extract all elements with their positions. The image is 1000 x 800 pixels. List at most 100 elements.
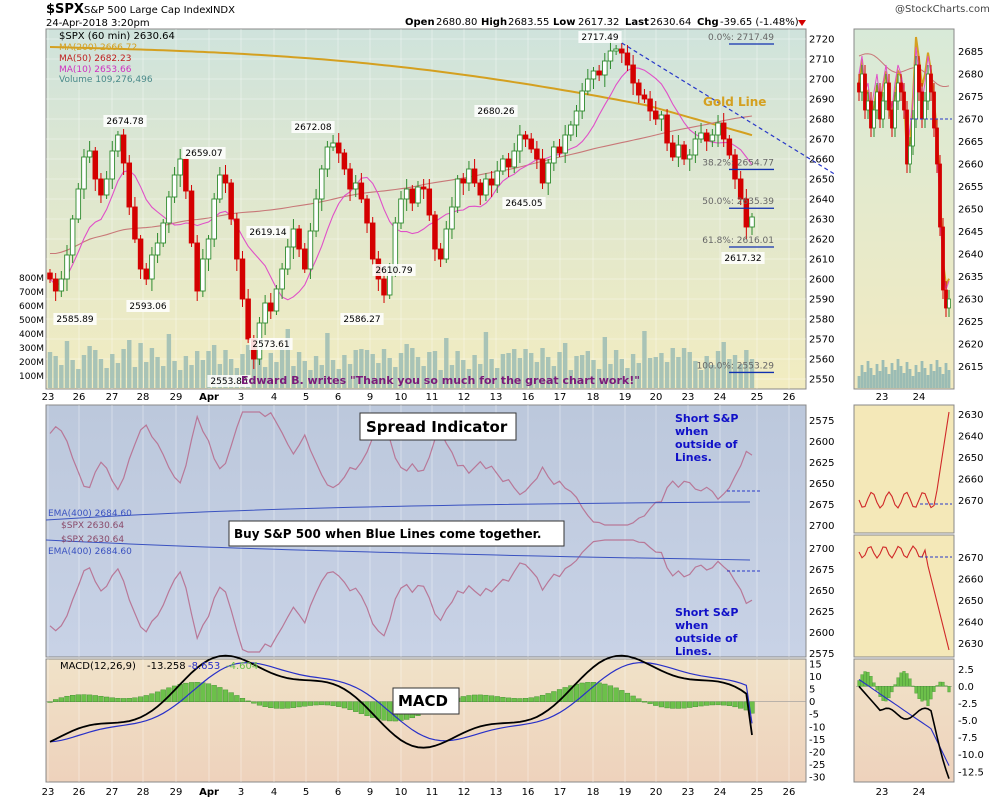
volume-bar <box>53 356 58 388</box>
spread-ema-line-bottom <box>45 539 751 561</box>
macd-hist-bar <box>370 701 376 718</box>
macd-hist-bar <box>81 694 87 702</box>
macd-hist-bar <box>143 695 149 702</box>
macd-hist-bar <box>522 698 529 702</box>
inset-macd-bar <box>881 686 885 701</box>
inset-volume-bar <box>875 364 879 388</box>
inset-y-tick: 2630 <box>958 295 983 306</box>
macd-hist-bar <box>698 701 704 707</box>
candle-body <box>437 248 444 260</box>
macd-hist-bar <box>585 682 591 702</box>
macd-hist-bar <box>511 698 517 702</box>
candle-body <box>715 122 721 136</box>
price-y-tick: 2690 <box>809 95 834 106</box>
inset-volume-bar <box>944 363 948 388</box>
inset-y-tick: 2635 <box>958 272 983 283</box>
inset-candle-body <box>872 109 876 129</box>
price-callout: 2573.61 <box>252 340 289 350</box>
volume-bar <box>704 356 709 388</box>
short-note-top-2: when <box>675 425 708 438</box>
volume-bar <box>472 355 477 388</box>
volume-bar <box>64 341 70 388</box>
inset-volume-bar <box>938 367 942 388</box>
macd-y-tick: -30 <box>809 772 825 783</box>
spread-ema-line-top <box>45 501 751 521</box>
inset-candle-body <box>914 64 918 120</box>
candle-body <box>403 188 410 200</box>
last-label: Last <box>625 17 649 28</box>
macd-hist-bar <box>630 695 636 702</box>
macd-legend-name: MACD(12,26,9) <box>60 661 136 672</box>
spread-legend: EMA(400) 2684.60 $SPX 2630.64 $SPX 2630.… <box>48 509 132 557</box>
macd-hist-bar <box>664 701 670 709</box>
inset-y-tick: 2675 <box>958 92 983 103</box>
volume-bar <box>211 345 217 388</box>
candle-body <box>154 242 161 256</box>
volume-bar <box>710 365 715 388</box>
macd-hist-bar <box>488 695 495 702</box>
price-callout-bg <box>207 375 251 387</box>
ohlc-readout: Open 2680.80 High 2683.55 Low 2617.32 La… <box>405 17 806 28</box>
macd-hist-bar <box>460 696 466 702</box>
macd-hist-bar <box>704 701 710 706</box>
volume-bar <box>681 348 687 388</box>
volume-bar <box>279 348 285 388</box>
legend-ma200: MA(200) 2666.72 <box>59 43 137 53</box>
macd-hist-bar <box>517 698 523 702</box>
macd-y-tick: -15 <box>809 735 825 746</box>
macd-hist-bar <box>58 697 64 702</box>
inset-candle-body <box>878 91 882 120</box>
inset-y-tick: 2615 <box>958 362 983 373</box>
inset-macd-line <box>858 685 950 779</box>
volume-bar <box>70 360 75 388</box>
inset-volume-bar <box>860 365 864 388</box>
price-callout-bg <box>53 313 97 325</box>
price-callout-bg <box>249 338 293 350</box>
macd-hist-bar <box>109 697 115 702</box>
legend-volume: Volume 109,276,496 <box>59 75 153 85</box>
exchange: INDX <box>210 5 235 16</box>
macd-hist-bar <box>256 701 263 706</box>
x-tick-bottom: 17 <box>554 787 567 798</box>
candle-body <box>449 206 455 230</box>
price-callout-bg <box>340 313 384 325</box>
macd-hist-bar <box>483 694 489 702</box>
inset-ma50 <box>858 53 950 87</box>
inset-volume-bar <box>887 374 891 388</box>
volume-bar <box>387 358 392 388</box>
macd-title-box: MACD <box>392 687 460 715</box>
macd-hist-bar <box>494 696 500 702</box>
x-tick-bottom: 10 <box>395 787 408 798</box>
candle-body <box>262 302 268 324</box>
inset-macd-bar <box>923 686 927 701</box>
x-tick-top: 24 <box>714 392 727 403</box>
price-callout: 2586.27 <box>343 315 380 325</box>
volume-tick: 300M <box>19 344 44 354</box>
legend-ma50: MA(50) 2682.23 <box>59 54 131 64</box>
volume-bar <box>257 358 262 388</box>
candle-body <box>245 298 251 340</box>
inset-volume-bar <box>878 371 882 388</box>
macd-hist-bar <box>120 698 127 702</box>
inset-macd-tick: 2.5 <box>958 665 974 676</box>
inset-macd-bar <box>887 686 891 699</box>
inset-macd-bar <box>857 680 861 687</box>
volume-bar <box>693 361 698 388</box>
macd-hist-bar <box>296 701 302 708</box>
candle-body <box>341 152 348 170</box>
inset-macd-signal <box>858 679 950 766</box>
macd-signal-line <box>49 661 753 743</box>
volume-bar <box>613 350 619 388</box>
inset-volume-bar <box>941 374 945 388</box>
candle-body <box>607 50 614 62</box>
inset-candle-body <box>884 82 888 102</box>
candle-body <box>217 174 223 200</box>
candle-body <box>579 90 585 112</box>
macd-hist-bar <box>200 682 206 702</box>
macd-hist-bar <box>251 701 257 704</box>
candle-body <box>415 186 421 204</box>
volume-bar <box>347 364 353 388</box>
candle-body <box>556 146 563 154</box>
price-legend: $SPX (60 min) 2630.64 MA(200) 2666.72 MA… <box>59 31 175 85</box>
